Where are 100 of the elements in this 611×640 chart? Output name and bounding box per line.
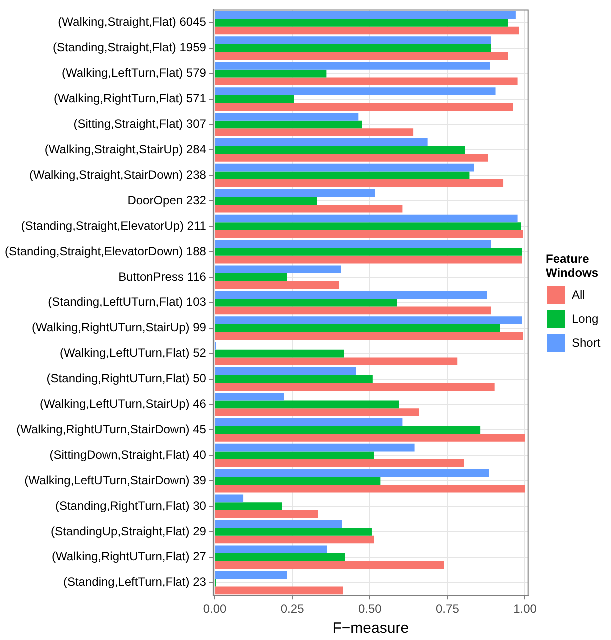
legend-label: Long [572, 312, 599, 326]
bar [215, 426, 481, 434]
bar [215, 306, 492, 315]
y-tick-label: (Standing,Straight,ElevatorDown) 188 [4, 244, 207, 258]
y-tick-label: (Walking,RightUTurn,StairDown) 45 [16, 422, 207, 436]
bar [215, 120, 362, 129]
bar [215, 138, 428, 146]
bar [215, 586, 344, 595]
bar [215, 180, 504, 188]
y-tick-label: (SittingDown,Straight,Flat) 40 [50, 448, 207, 462]
y-tick-label: (Sitting,Straight,Flat) 307 [74, 117, 207, 132]
bar [215, 536, 374, 544]
y-tick-label: (Walking,RightUTurn,Flat) 27 [52, 550, 207, 564]
bar [215, 510, 318, 518]
y-tick-label: (Walking,Straight,StairUp) 284 [44, 142, 207, 156]
bar [215, 113, 359, 121]
bar [215, 494, 244, 503]
bar [215, 281, 340, 290]
y-tick-label: (Standing,Straight,Flat) 1959 [53, 40, 207, 55]
bar [215, 78, 518, 86]
bar [215, 502, 282, 510]
bar [215, 528, 372, 536]
y-tick-label: (Walking,LeftUTurn,Flat) 52 [60, 346, 207, 360]
bar [215, 358, 458, 366]
bar [215, 26, 520, 35]
x-tick-label: 1.00 [514, 602, 538, 616]
bar [215, 477, 381, 485]
bar [215, 240, 492, 248]
bar [215, 469, 490, 478]
bar [215, 164, 474, 172]
y-tick-label: (Walking,Straight,Flat) 6045 [58, 15, 207, 30]
bar [215, 256, 522, 264]
x-tick-label: 0.50 [358, 602, 382, 616]
bar [215, 561, 444, 570]
bar [215, 197, 318, 205]
bar [215, 128, 414, 136]
x-axis-title: F−measure [332, 620, 410, 638]
y-tick-label: (Walking,RightUTurn,StairUp) 99 [32, 320, 207, 335]
bar [215, 19, 508, 27]
y-tick-label: (Standing,RightTurn,Flat) 30 [55, 498, 207, 513]
bar [215, 248, 522, 256]
y-tick-label: (Walking,LeftUTurn,StairUp) 46 [40, 397, 207, 412]
bar [215, 230, 524, 238]
bar [215, 44, 492, 52]
bar [215, 350, 344, 358]
bar [215, 95, 294, 104]
bar [215, 400, 400, 409]
bar [215, 324, 500, 332]
y-tick-label: (StandingUp,Straight,Flat) 29 [51, 524, 207, 538]
bar [215, 546, 327, 554]
bar [215, 62, 490, 70]
x-tick-label: 0.25 [280, 602, 305, 616]
bar [215, 70, 327, 78]
bar [215, 520, 342, 528]
y-tick-label: (Walking,RightTurn,Flat) 571 [54, 92, 207, 106]
bar [215, 316, 522, 324]
bar [215, 383, 495, 391]
bar [215, 266, 342, 274]
legend-label: Short [572, 336, 601, 350]
bar [215, 460, 464, 468]
y-tick-label: (Walking,Straight,StairDown) 238 [29, 168, 207, 182]
bar [215, 368, 356, 376]
bar [215, 214, 518, 223]
y-tick-label: ButtonPress 116 [118, 270, 207, 284]
y-tick-label: (Standing,LeftUTurn,Flat) 103 [48, 295, 207, 310]
bar [215, 554, 346, 562]
bar [215, 571, 288, 579]
x-tick-label: 0.75 [436, 602, 460, 616]
bar [215, 172, 470, 180]
bar [215, 418, 403, 426]
y-tick-label: (Standing,LeftTurn,Flat) 23 [63, 575, 207, 590]
y-tick-label: (Standing,RightUTurn,Flat) 50 [46, 372, 207, 386]
y-tick-label: (Walking,LeftTurn,Flat) 579 [62, 66, 207, 80]
bar [215, 291, 488, 299]
bar [215, 444, 415, 452]
bar [215, 154, 488, 162]
bar [215, 146, 466, 154]
bar [215, 375, 373, 384]
bar [215, 189, 376, 198]
y-tick-label: (Walking,LeftUTurn,StairDown) 39 [24, 473, 207, 488]
bar [215, 88, 496, 96]
x-tick-label: 0.00 [203, 602, 227, 616]
y-tick-label: (Standing,Straight,ElevatorUp) 211 [21, 218, 207, 233]
bar [215, 52, 508, 60]
bar [215, 484, 526, 493]
bar [215, 299, 398, 307]
legend-label: All [572, 288, 586, 302]
bar [215, 204, 403, 213]
legend-title: Feature Windows [546, 252, 600, 280]
bar [215, 11, 516, 20]
y-tick-label: DoorOpen 232 [128, 193, 207, 208]
bar [215, 103, 514, 111]
bar [215, 332, 524, 340]
bar [215, 393, 284, 401]
bar [215, 434, 526, 442]
bar [215, 36, 492, 44]
bar [215, 274, 288, 282]
bar [215, 408, 420, 416]
bar [215, 452, 374, 460]
bar [215, 222, 522, 230]
